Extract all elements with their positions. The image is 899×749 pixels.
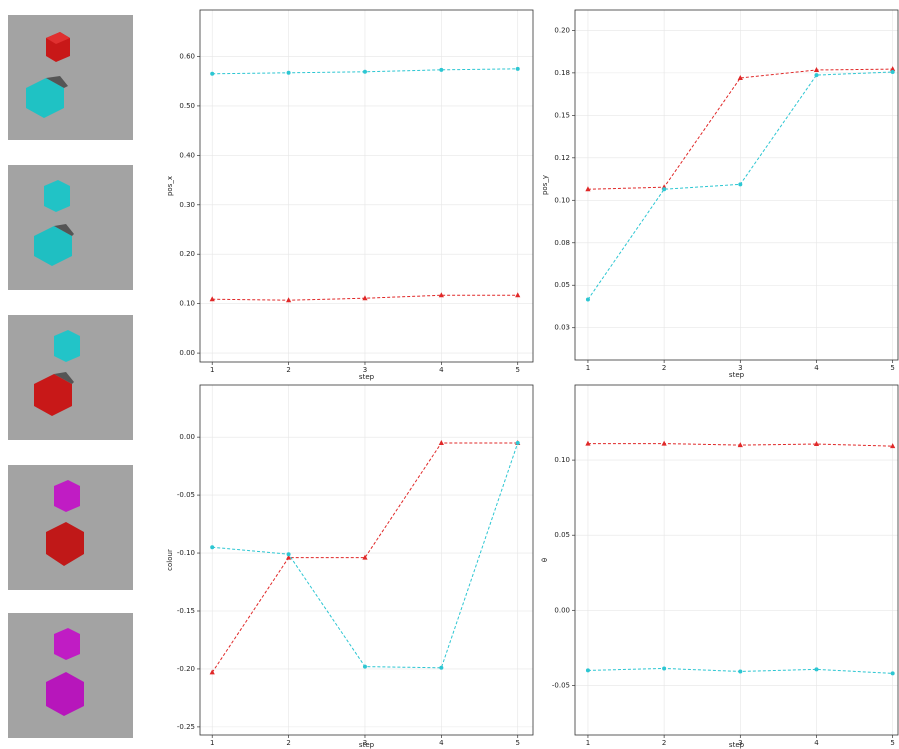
y-tick-label: 0.00 xyxy=(179,349,195,357)
y-axis-label: θ xyxy=(541,558,549,562)
y-tick-label: -0.05 xyxy=(552,681,570,689)
point xyxy=(439,68,443,72)
point xyxy=(662,187,666,191)
point xyxy=(439,440,444,445)
x-tick-label: 4 xyxy=(439,739,444,747)
point xyxy=(814,73,818,77)
y-tick-label: 0.05 xyxy=(554,531,570,539)
plot-frame xyxy=(575,385,898,735)
point xyxy=(586,668,590,672)
point xyxy=(516,67,520,71)
figure: 0.000.100.200.300.400.500.6012345steppos… xyxy=(0,0,899,749)
x-tick-label: 1 xyxy=(586,739,590,747)
y-tick-label: 0.08 xyxy=(554,239,570,247)
y-tick-label: 0.50 xyxy=(179,102,195,110)
y-tick-label: 0.10 xyxy=(179,300,195,308)
point xyxy=(891,70,895,74)
y-tick-label: 0.00 xyxy=(554,606,570,614)
point xyxy=(515,292,520,297)
y-tick-label: -0.25 xyxy=(177,723,195,731)
x-tick-label: 4 xyxy=(814,364,819,372)
y-tick-label: 0.12 xyxy=(554,154,570,162)
y-tick-label: 0.00 xyxy=(179,433,195,441)
point xyxy=(814,441,819,446)
y-tick-label: -0.05 xyxy=(177,491,195,499)
x-tick-label: 4 xyxy=(439,366,444,374)
y-tick-label: 0.03 xyxy=(554,324,570,332)
point xyxy=(439,666,443,670)
y-tick-label: 0.05 xyxy=(554,281,570,289)
x-tick-label: 2 xyxy=(286,739,290,747)
point xyxy=(287,552,291,556)
scene-5 xyxy=(8,613,133,738)
x-tick-label: 5 xyxy=(890,739,894,747)
scene-3 xyxy=(8,315,133,440)
point xyxy=(662,666,666,670)
scene-2 xyxy=(8,165,133,290)
scene-4 xyxy=(8,465,133,590)
scene-thumbnails xyxy=(8,15,133,738)
y-tick-label: 0.10 xyxy=(554,196,570,204)
y-tick-label: -0.10 xyxy=(177,549,195,557)
x-tick-label: 2 xyxy=(286,366,290,374)
y-axis-label: colour xyxy=(166,549,174,571)
point xyxy=(516,441,520,445)
point xyxy=(210,296,215,301)
point xyxy=(363,665,367,669)
point xyxy=(662,441,667,446)
x-axis-label: step xyxy=(729,741,745,749)
point xyxy=(814,667,818,671)
x-axis-label: step xyxy=(729,371,745,379)
y-tick-label: -0.15 xyxy=(177,607,195,615)
plot-frame xyxy=(200,385,533,735)
x-tick-label: 2 xyxy=(662,739,666,747)
x-axis-label: step xyxy=(359,741,375,749)
point xyxy=(891,671,895,675)
x-tick-label: 2 xyxy=(662,364,666,372)
y-tick-label: 0.30 xyxy=(179,201,195,209)
point xyxy=(738,182,742,186)
x-tick-label: 5 xyxy=(515,739,519,747)
y-tick-label: 0.20 xyxy=(554,26,570,34)
point xyxy=(210,545,214,549)
x-tick-label: 4 xyxy=(814,739,819,747)
y-tick-label: 0.60 xyxy=(179,52,195,60)
y-tick-label: 0.40 xyxy=(179,151,195,159)
scene-1 xyxy=(8,15,133,140)
point xyxy=(363,70,367,74)
y-tick-label: -0.20 xyxy=(177,665,195,673)
y-axis-label: pos_y xyxy=(541,175,549,195)
y-tick-label: 0.20 xyxy=(179,250,195,258)
point xyxy=(362,295,367,300)
point xyxy=(738,669,742,673)
point xyxy=(287,71,291,75)
x-tick-label: 5 xyxy=(515,366,519,374)
plot-frame xyxy=(200,10,533,362)
x-tick-label: 1 xyxy=(210,739,214,747)
point xyxy=(586,298,590,302)
x-tick-label: 1 xyxy=(586,364,590,372)
y-tick-label: 0.10 xyxy=(554,456,570,464)
y-tick-label: 0.18 xyxy=(554,69,570,77)
x-axis-label: step xyxy=(359,373,375,381)
x-tick-label: 1 xyxy=(210,366,214,374)
x-tick-label: 5 xyxy=(890,364,894,372)
point xyxy=(286,297,291,302)
y-tick-label: 0.15 xyxy=(554,111,570,119)
point xyxy=(210,72,214,76)
y-axis-label: pos_x xyxy=(166,176,174,196)
